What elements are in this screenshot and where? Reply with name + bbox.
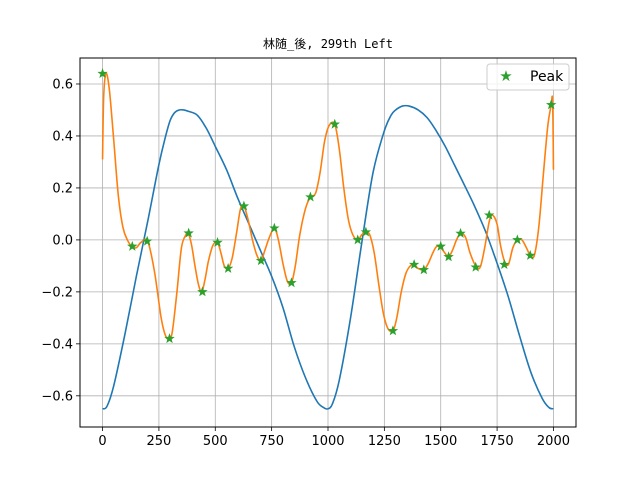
peak-marker: [512, 234, 523, 245]
axis-ticks: 0 250 500 750 1000 1250 1500 1750 2000 −0.6 −0.4 −0…: [41, 77, 570, 449]
x-tick-label: 1000: [311, 434, 344, 449]
peak-marker: [255, 255, 267, 266]
peak-marker: [545, 99, 557, 110]
peak-marker: [222, 263, 234, 273]
peak-marker: [286, 277, 297, 288]
peak-marker: [408, 259, 420, 270]
series-line-1: [101, 72, 555, 340]
x-tick-label: 2000: [537, 434, 570, 449]
peak-marker: [141, 235, 153, 246]
series-line-0: [102, 104, 554, 410]
peak-marker: [483, 209, 495, 220]
peak-markers: [97, 68, 557, 344]
x-tick-label: 250: [146, 434, 171, 449]
peak-marker: [387, 325, 399, 336]
peak-marker: [164, 333, 175, 344]
y-tick-label: 0.4: [52, 129, 73, 144]
y-tick-label: −0.6: [41, 389, 73, 404]
x-tick-label: 500: [203, 434, 228, 449]
x-tick-label: 1750: [481, 434, 514, 449]
y-tick-label: 0.2: [52, 181, 73, 196]
y-tick-label: −0.2: [41, 285, 73, 300]
peak-marker: [360, 226, 372, 237]
peak-marker: [470, 261, 481, 272]
x-tick-label: 750: [259, 434, 284, 449]
peak-marker: [455, 227, 466, 238]
peak-marker: [183, 227, 194, 238]
peak-marker: [352, 234, 363, 245]
peak-marker: [97, 68, 108, 79]
peak-marker: [499, 259, 510, 270]
peak-marker: [212, 237, 223, 247]
x-tick-label: 1500: [424, 434, 457, 449]
x-tick-label: 0: [98, 434, 106, 449]
legend-star-icon: ★: [499, 67, 512, 85]
peak-marker: [197, 286, 208, 297]
peak-marker: [127, 240, 138, 251]
x-tick-label: 1250: [368, 434, 401, 449]
peak-marker: [435, 240, 446, 251]
legend-label-peak: Peak: [530, 69, 564, 85]
peak-marker: [238, 200, 250, 211]
y-tick-label: 0.6: [52, 77, 73, 92]
peak-marker: [329, 118, 340, 129]
peak-marker: [269, 222, 280, 233]
chart-title: 林随_後, 299th Left: [263, 36, 393, 51]
peak-marker: [443, 251, 454, 262]
peak-marker: [305, 191, 316, 202]
peak-marker: [418, 264, 430, 275]
peak-marker: [525, 250, 536, 260]
legend: ★ Peak: [486, 63, 570, 91]
series-lines: [101, 72, 555, 410]
y-tick-label: 0.0: [52, 233, 73, 248]
y-tick-label: −0.4: [41, 337, 73, 352]
legend-box: [486, 63, 570, 91]
